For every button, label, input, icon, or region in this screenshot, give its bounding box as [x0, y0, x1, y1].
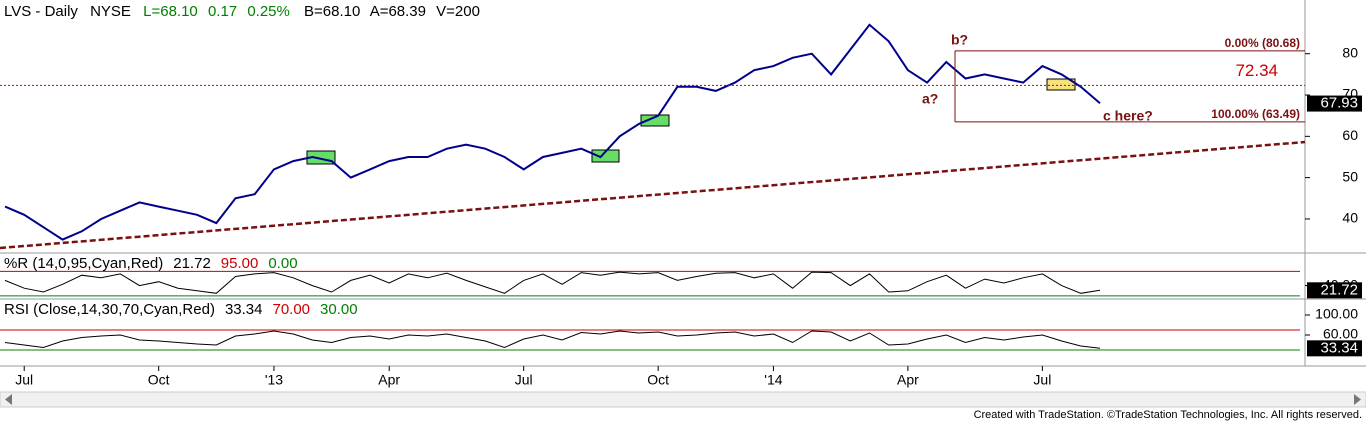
- annotation: c here?: [1103, 108, 1153, 124]
- fib-label: 100.00% (63.49): [1211, 107, 1300, 121]
- indicator-last: 33.34: [225, 301, 263, 318]
- y-tick-label: 40: [1342, 210, 1358, 226]
- series-line: [4, 330, 1101, 349]
- exchange: NYSE: [90, 3, 131, 20]
- trend-line: [0, 140, 1306, 250]
- y-tick-label: 50: [1342, 168, 1358, 184]
- highlight-box: [1046, 78, 1076, 91]
- x-tick-label: Jul: [515, 372, 533, 388]
- last: L=68.10: [143, 3, 198, 20]
- x-tick-label: Jul: [1033, 372, 1051, 388]
- annotation: a?: [922, 91, 938, 107]
- series-line: [4, 271, 1101, 294]
- footer: Created with TradeStation. ©TradeStation…: [974, 409, 1362, 421]
- reference-label: 72.34: [1235, 61, 1278, 80]
- y-tick-label: 100.00: [1315, 306, 1358, 322]
- indicator-header: RSI (Close,14,30,70,Cyan,Red) 33.34 70.00 3…: [4, 301, 358, 318]
- pct: 0.25%: [247, 3, 290, 20]
- y-tick-label: 80: [1342, 44, 1358, 60]
- level-label: 70.00: [272, 301, 310, 318]
- x-tick-label: '14: [764, 372, 782, 388]
- x-tick-label: Oct: [148, 372, 170, 388]
- x-tick-label: Oct: [647, 372, 669, 388]
- last-value-box: [1307, 282, 1362, 299]
- x-tick-label: Jul: [15, 372, 33, 388]
- scrollbar[interactable]: [0, 391, 1366, 408]
- highlight-box: [640, 114, 670, 127]
- indicator-title: %R (14,0,95,Cyan,Red): [4, 255, 163, 272]
- last-value-label: 33.34: [1320, 339, 1358, 356]
- ask: A=68.39: [370, 3, 426, 20]
- level-label: 30.00: [320, 301, 358, 318]
- chart-header: LVS - Daily NYSE L=68.10 0.17 0.25% B=68…: [4, 3, 480, 20]
- y-tick-label: 60: [1342, 127, 1358, 143]
- y-tick-label: 60.00: [1323, 326, 1358, 342]
- last-value-label: 67.93: [1320, 95, 1358, 112]
- x-tick-label: Apr: [378, 372, 400, 388]
- last-value-box: [1307, 95, 1362, 112]
- highlight-box: [591, 149, 620, 163]
- indicator-last: 21.72: [173, 255, 211, 272]
- level-label: 0.00: [268, 255, 297, 272]
- fib-label: 0.00% (80.68): [1225, 36, 1300, 50]
- indicator-title: RSI (Close,14,30,70,Cyan,Red): [4, 301, 215, 318]
- indicator-header: %R (14,0,95,Cyan,Red) 21.72 95.00 0.00: [4, 255, 298, 272]
- series-line: [4, 23, 1101, 241]
- level-label: 95.00: [221, 255, 259, 272]
- x-tick-label: '13: [265, 372, 283, 388]
- scroll-left[interactable]: [5, 394, 12, 405]
- change: 0.17: [208, 3, 237, 20]
- last-value-box: [1307, 340, 1362, 357]
- volume: V=200: [436, 3, 480, 20]
- annotation: b?: [951, 32, 968, 48]
- last-value-label: 21.72: [1320, 281, 1358, 298]
- x-tick-label: Apr: [897, 372, 919, 388]
- bid: B=68.10: [304, 3, 360, 20]
- symbol: LVS - Daily: [4, 3, 78, 20]
- scroll-right[interactable]: [1354, 394, 1361, 405]
